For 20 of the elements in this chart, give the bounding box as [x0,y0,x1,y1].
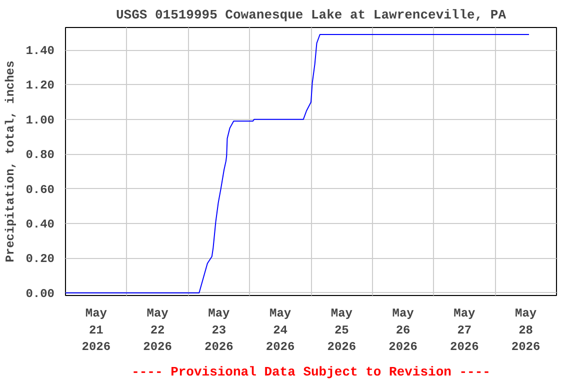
y-tick-label: 1.40 [26,44,55,58]
x-tick-label: May 28 2026 [511,306,540,354]
line-series [66,34,530,294]
y-axis-title: Precipitation, total, inches [4,60,18,262]
x-tick-label: May 26 2026 [388,306,418,354]
y-tick-label: 0.40 [26,218,55,232]
x-tick-label: May 24 2026 [266,306,295,354]
y-tick-label: 1.00 [26,113,55,128]
x-tick-label: May 21 2026 [82,306,111,354]
text: ---- Provisional Data Subject to Revision ---- [132,364,490,380]
x-tick-label: May 22 2026 [143,306,172,354]
y-tick-label: 0.00 [26,286,55,301]
y-tick-label: 0.20 [26,252,55,266]
y-tick-label: 1.20 [26,78,55,93]
chart-title: USGS 01519995 Cowanesque Lake at Lawrenceville, PA [116,8,506,22]
y-tick-label: 0.80 [26,148,55,162]
x-tick-label: May 25 2026 [327,306,356,354]
x-tick-label: May 23 2026 [204,306,234,354]
y-tick-label: 0.60 [26,182,55,197]
x-tick-label: May 27 2026 [450,306,479,354]
